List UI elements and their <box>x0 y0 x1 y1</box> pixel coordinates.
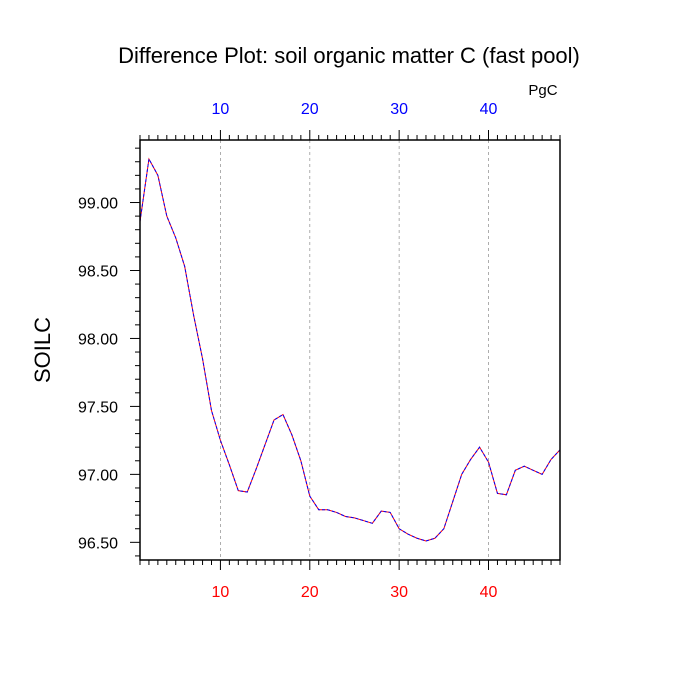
y-tick-label-0: 96.50 <box>78 535 118 552</box>
y-tick-label-2: 97.50 <box>78 399 118 416</box>
chart-title: Difference Plot: soil organic matter C (… <box>118 43 580 68</box>
plot-series <box>139 157 561 542</box>
plot-frame <box>139 139 561 561</box>
x-tick-label-bottom-2: 30 <box>390 584 408 601</box>
axis-ticks <box>130 130 561 570</box>
unit-label: PgC <box>528 82 557 99</box>
x-tick-label-top-1: 20 <box>301 101 319 118</box>
series-line-0 <box>139 157 561 542</box>
x-tick-label-top-3: 40 <box>480 101 498 118</box>
y-tick-label-4: 98.50 <box>78 263 118 280</box>
y-axis-label: SOILC <box>30 317 55 383</box>
x-tick-label-bottom-0: 10 <box>212 584 230 601</box>
y-tick-label-5: 99.00 <box>78 196 118 213</box>
x-tick-label-bottom-1: 20 <box>301 584 319 601</box>
x-tick-label-top-2: 30 <box>390 101 408 118</box>
y-tick-label-3: 98.00 <box>78 331 118 348</box>
tick-labels: 10 10 20 20 30 30 40 40 96.50 97.00 97.50 98.00 98.5… <box>78 101 498 601</box>
gridlines <box>220 140 489 560</box>
series-line-overlay-0 <box>139 157 561 542</box>
x-tick-label-top-0: 10 <box>212 101 230 118</box>
x-tick-label-bottom-3: 40 <box>480 584 498 601</box>
y-tick-label-1: 97.00 <box>78 467 118 484</box>
